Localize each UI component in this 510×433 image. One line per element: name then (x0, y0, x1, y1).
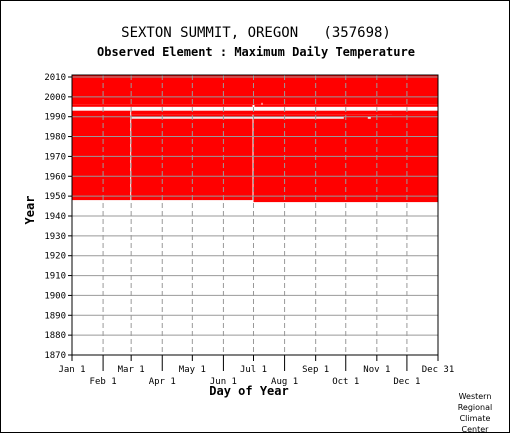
y-axis-title: Year (23, 196, 37, 225)
credit-line: Climate (459, 414, 491, 423)
chart-title: SEXTON SUMMIT, OREGON (357698) (121, 25, 391, 41)
data-block (72, 104, 253, 107)
x-tick-label: Jan 1 (58, 365, 85, 375)
credit-line: Western (458, 392, 492, 401)
x-tick-label: Feb 1 (90, 377, 117, 387)
y-tick-label: 1940 (44, 212, 66, 222)
data-block (254, 104, 438, 107)
x-tick-label: Jul 1 (240, 365, 267, 375)
x-tick-label: Dec 31 (422, 365, 455, 375)
credit-line: Regional (457, 403, 493, 412)
plot-frame (71, 74, 439, 356)
x-tick-label: Dec 1 (393, 377, 420, 387)
y-tick-label: 2000 (44, 93, 66, 103)
y-tick-label: 1960 (44, 172, 66, 182)
data-block (131, 110, 438, 115)
chart-subtitle: Observed Element : Maximum Daily Tempera… (97, 45, 415, 59)
x-tick-label: Oct 1 (332, 377, 359, 387)
wrcc-credit: Western Regional Climate Center (449, 391, 501, 433)
data-gap (131, 116, 344, 119)
y-tick-label: 1930 (44, 232, 66, 242)
data-block (72, 110, 131, 201)
y-tick-label: 1870 (44, 351, 66, 361)
x-tick-layer: Jan 1 Mar 1 May 1 Jul 1 Sep 1 Nov 1 Dec 31 Feb … (58, 355, 454, 387)
y-tick-label: 1890 (44, 311, 66, 321)
x-axis-title: Day of Year (209, 384, 288, 398)
y-tick-label: 1880 (44, 331, 66, 341)
data-block (72, 75, 438, 105)
x-tick-label: Sep 1 (302, 365, 329, 375)
x-tick-label: Mar 1 (118, 365, 145, 375)
y-tick-label: 1970 (44, 152, 66, 162)
x-tick-label: Apr 1 (149, 377, 176, 387)
y-tick-label: 1950 (44, 192, 66, 202)
x-tick-label: Aug 1 (271, 377, 298, 387)
x-tick-label: May 1 (179, 365, 206, 375)
y-tick-label: 1920 (44, 252, 66, 262)
y-tick-label: 1900 (44, 291, 66, 301)
y-tick-label: 1980 (44, 133, 66, 143)
x-tick-label: Jun 1 (210, 377, 237, 387)
credit-line: Center (461, 425, 489, 433)
data-gap (261, 102, 263, 105)
y-tick-label: 1910 (44, 272, 66, 282)
y-tick-label: 2010 (44, 73, 66, 83)
data-gap (367, 116, 371, 119)
y-tick-layer: 1870 1880 1890 1900 1910 1920 1930 1940 1950 1960… (44, 73, 72, 361)
x-tick-label: Nov 1 (363, 365, 390, 375)
data-layer (72, 75, 438, 203)
data-block (391, 114, 438, 117)
grid-layer (72, 75, 438, 356)
y-tick-label: 1990 (44, 113, 66, 123)
